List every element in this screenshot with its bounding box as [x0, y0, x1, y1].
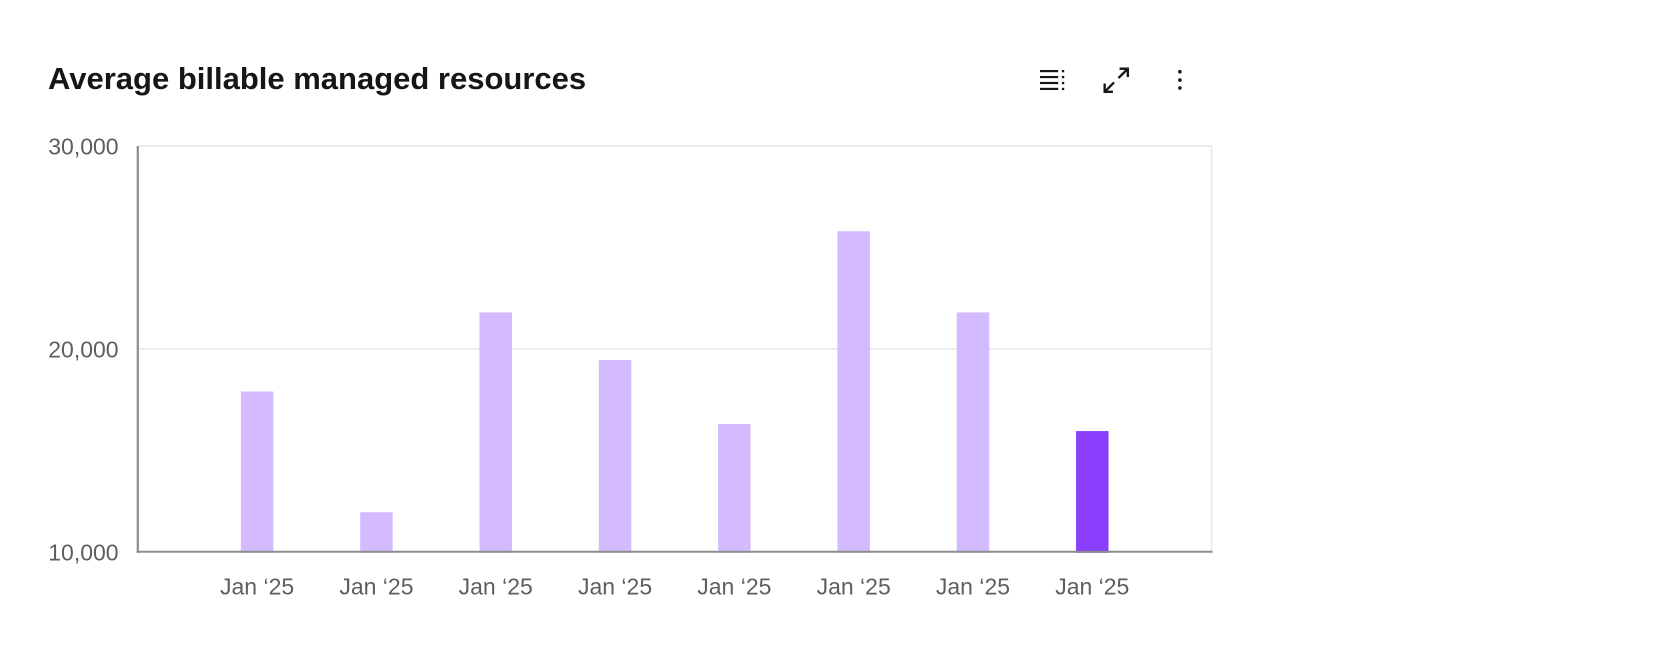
- overflow-menu-icon: [1178, 69, 1182, 90]
- bar[interactable]: [718, 423, 751, 553]
- axes: [136, 146, 1213, 553]
- y-axis-labels: 30,000 20,000 10,000: [48, 134, 118, 566]
- chart-title: Average billable managed resources: [48, 61, 587, 96]
- x-tick-label: Jan ‘25: [697, 573, 771, 599]
- x-tick-label: Jan ‘25: [339, 573, 413, 599]
- gridlines: [137, 145, 1213, 552]
- bars: [240, 231, 1109, 553]
- x-tick-label: Jan ‘25: [1055, 573, 1129, 599]
- bar[interactable]: [837, 231, 870, 553]
- show-as-data-table-button[interactable]: [1036, 64, 1068, 96]
- bar[interactable]: [360, 512, 393, 553]
- x-tick-label: Jan ‘25: [459, 573, 533, 599]
- y-tick-label: 20,000: [48, 337, 118, 363]
- x-tick-label: Jan ‘25: [936, 573, 1010, 599]
- y-tick-label: 10,000: [48, 539, 118, 565]
- y-tick-label: 30,000: [48, 134, 118, 160]
- bar[interactable]: [240, 391, 274, 553]
- x-tick-label: Jan ‘25: [578, 573, 652, 599]
- x-tick-label: Jan ‘25: [817, 573, 891, 599]
- bar[interactable]: [598, 360, 632, 553]
- x-tick-label: Jan ‘25: [220, 573, 294, 599]
- chart-toolbar: [1036, 64, 1196, 96]
- x-axis-labels: Jan ‘25 Jan ‘25 Jan ‘25 Jan ‘25 Jan ‘25 Jan ‘…: [220, 573, 1129, 599]
- data-table-icon: [1039, 69, 1064, 90]
- bar-highlighted[interactable]: [1076, 431, 1109, 553]
- bar[interactable]: [479, 312, 512, 553]
- maximize-icon: [1103, 67, 1129, 93]
- overflow-menu-button[interactable]: [1164, 64, 1196, 96]
- maximize-button[interactable]: [1100, 64, 1132, 96]
- bar[interactable]: [956, 312, 990, 553]
